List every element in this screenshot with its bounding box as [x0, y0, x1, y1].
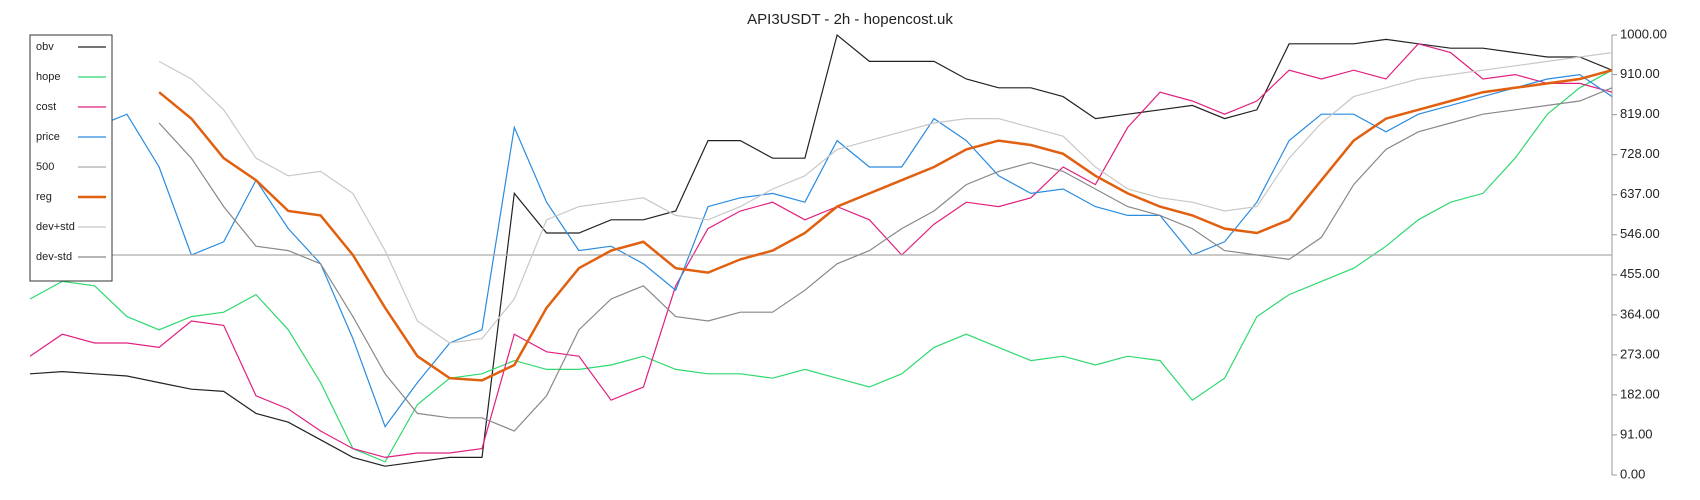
legend-box	[29, 34, 113, 282]
legend-label: hope	[36, 71, 60, 83]
y-tick-label: 910.00	[1620, 66, 1660, 81]
series-line	[29, 69, 1613, 463]
y-tick-label: 546.00	[1620, 226, 1660, 241]
legend-label: cost	[36, 101, 56, 113]
legend-label: price	[36, 131, 60, 143]
series-line	[158, 52, 1613, 344]
y-tick-label: 819.00	[1620, 106, 1660, 121]
legend-label: 500	[36, 161, 54, 173]
legend-label: dev-std	[36, 251, 72, 263]
y-tick-label: 182.00	[1620, 386, 1660, 401]
legend-label: obv	[36, 41, 54, 53]
y-tick-label: 91.00	[1620, 426, 1653, 441]
y-tick-label: 0.00	[1620, 466, 1645, 481]
y-tick-label: 637.00	[1620, 186, 1660, 201]
series-line	[29, 33, 1613, 467]
chart-title: API3USDT - 2h - hopencost.uk	[747, 11, 953, 28]
legend-label: reg	[36, 191, 52, 203]
legend-label: dev+std	[36, 221, 75, 233]
y-tick-label: 364.00	[1620, 306, 1660, 321]
series-line	[158, 68, 1613, 382]
series-line	[29, 43, 1613, 459]
y-tick-label: 728.00	[1620, 146, 1660, 161]
y-tick-label: 455.00	[1620, 266, 1660, 281]
y-tick-label: 1000.00	[1620, 26, 1667, 41]
series-line	[158, 87, 1613, 432]
y-tick-label: 273.00	[1620, 346, 1660, 361]
series-line	[29, 73, 1613, 428]
